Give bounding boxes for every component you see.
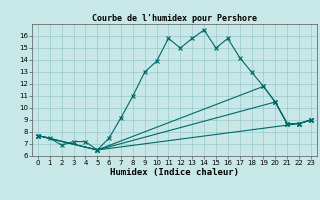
Title: Courbe de l'humidex pour Pershore: Courbe de l'humidex pour Pershore [92,14,257,23]
X-axis label: Humidex (Indice chaleur): Humidex (Indice chaleur) [110,168,239,177]
